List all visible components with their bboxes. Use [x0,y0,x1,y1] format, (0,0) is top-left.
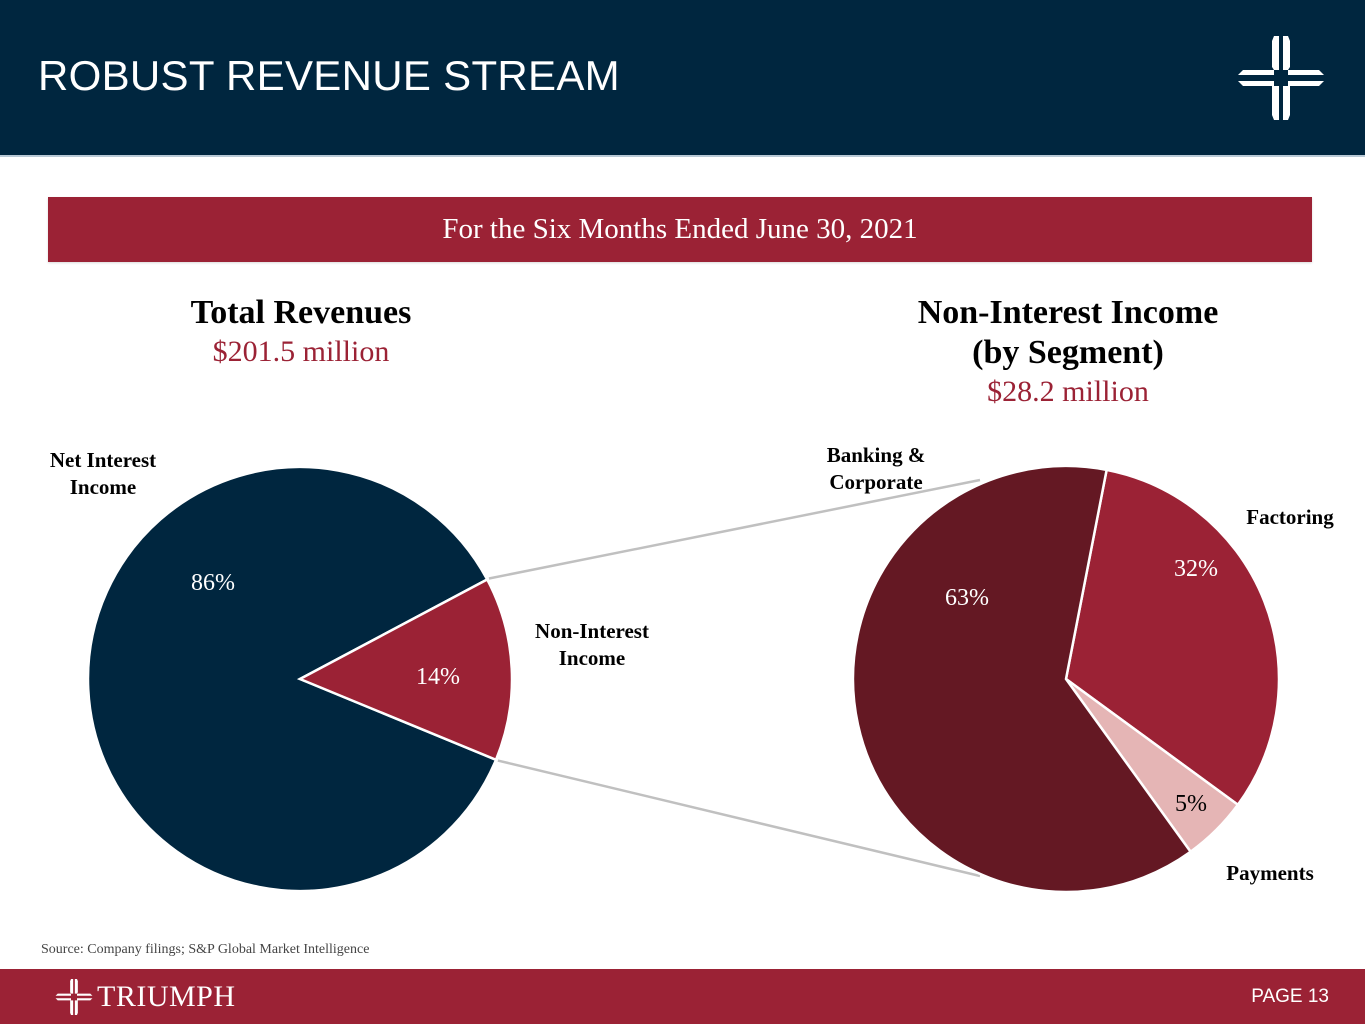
pct-label-non-interest-income: 14% [416,664,460,690]
pie-slice-non-interest-income [297,577,514,762]
triumph-cross-logo-icon [1238,36,1324,120]
pie-slice-factoring [1064,468,1281,807]
header-bar: ROBUST REVENUE STREAM [0,0,1365,157]
page-title: ROBUST REVENUE STREAM [38,52,620,99]
pie-slice-banking-corporate [851,464,1193,894]
pct-label-payments: 5% [1175,791,1207,817]
source-note: Source: Company filings; S&P Global Mark… [41,942,370,957]
non-interest-income-heading: Non-Interest Income (by Segment) $28.2 m… [818,293,1318,411]
period-banner: For the Six Months Ended June 30, 2021 [48,197,1312,262]
non-interest-title-line-2: (by Segment) [972,334,1164,371]
period-banner-text: For the Six Months Ended June 30, 2021 [442,213,918,245]
non-interest-income-pie [851,464,1281,894]
pie-slice-net-interest-income [86,465,498,893]
connector-lines [488,478,981,878]
pct-label-net-interest-income: 86% [191,570,235,596]
category-label-banking-corporate: Banking & Corporate [827,443,926,494]
connector-line-bottom [497,759,981,878]
category-label-net-interest-income: Net Interest Income [50,448,156,499]
footer-logo: TRIUMPH [55,979,236,1015]
category-label-payments: Payments [1226,861,1314,885]
pie-labels: 86% 14% Net Interest Income Non-Interest Inco… [50,443,1334,885]
category-label-factoring: Factoring [1246,505,1334,529]
non-interest-title-line-1: Non-Interest Income [917,294,1219,331]
pct-label-banking-corporate: 63% [945,585,989,611]
non-interest-income-value: $28.2 million [987,375,1149,408]
page-number: PAGE 13 [1251,986,1329,1007]
total-revenues-value: $201.5 million [212,335,390,368]
triumph-cross-small-icon [55,979,93,1015]
connector-line-top [488,478,981,580]
total-revenues-title: Total Revenues [190,294,412,331]
footer-brand: TRIUMPH [97,980,236,1013]
pct-label-factoring: 32% [1174,556,1218,582]
total-revenues-pie [86,465,514,893]
footer-bar: TRIUMPH PAGE 13 [0,969,1365,1024]
total-revenues-heading: Total Revenues $201.5 million [100,293,502,371]
category-label-non-interest-income: Non-Interest Income [535,619,649,670]
